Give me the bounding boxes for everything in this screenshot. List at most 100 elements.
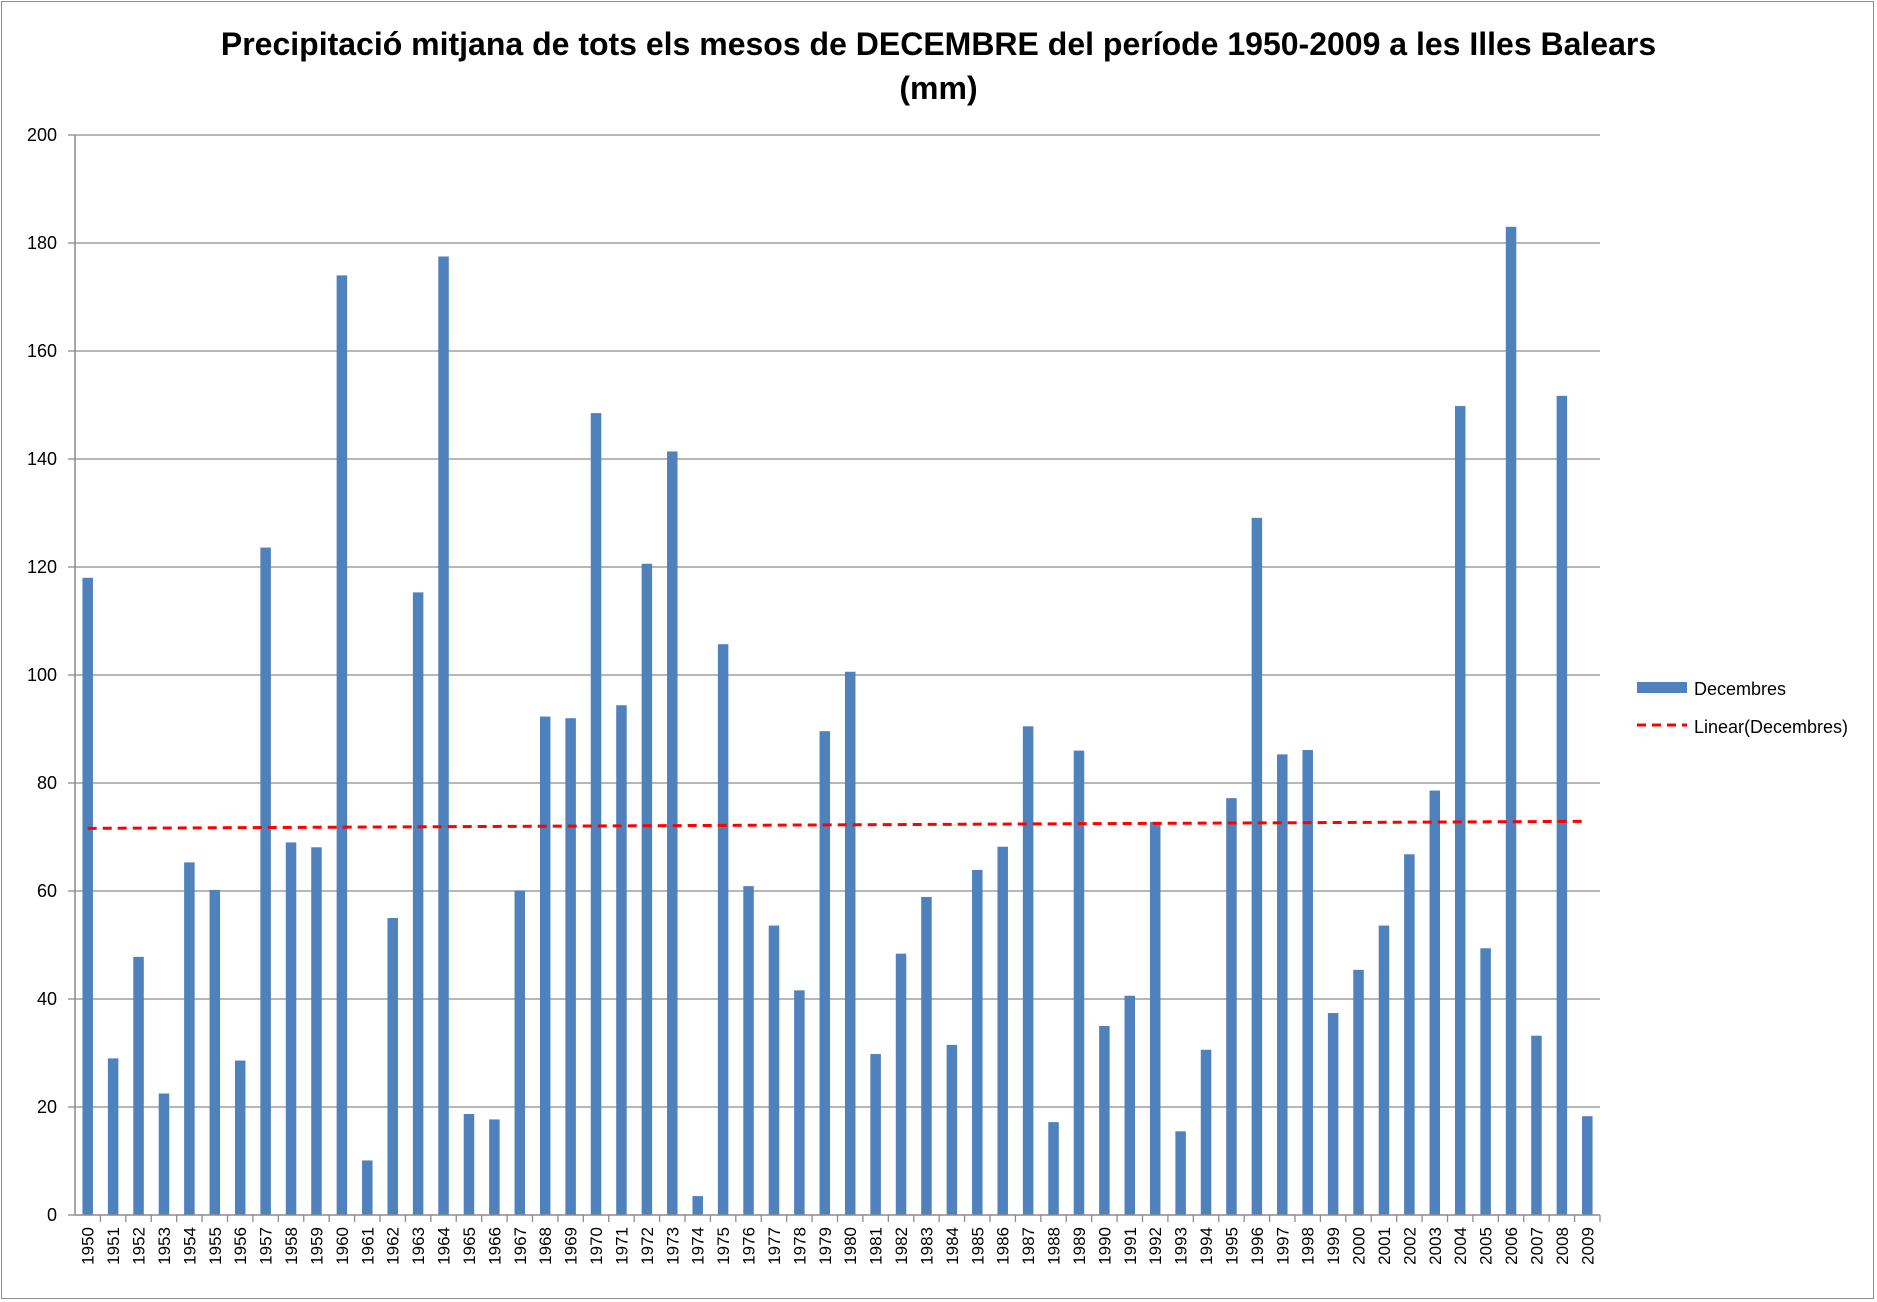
x-tick-label: 1970 <box>587 1227 606 1265</box>
legend-swatch-decembres <box>1637 682 1687 693</box>
x-tick-label: 1964 <box>435 1227 454 1265</box>
x-tick-label: 1969 <box>562 1227 581 1265</box>
bar-1970 <box>590 413 602 1216</box>
bar-2008 <box>1556 395 1568 1215</box>
x-tick-label: 1960 <box>333 1227 352 1265</box>
bar-1978 <box>794 990 805 1215</box>
x-tick-label: 1973 <box>663 1227 682 1265</box>
bar-1961 <box>362 1160 373 1215</box>
bar-1975 <box>717 644 729 1215</box>
x-tick-label: 1950 <box>79 1227 98 1265</box>
x-tick-label: 1985 <box>968 1227 987 1265</box>
bar-1976 <box>743 886 754 1215</box>
x-tick-labels: 1950 1951 1952 1953 1954 1955 1956 1957 1958 1959… <box>79 1227 1598 1265</box>
x-tick-label: 2004 <box>1451 1227 1470 1265</box>
trendline <box>87 819 1588 830</box>
x-tick-label: 1990 <box>1095 1227 1114 1265</box>
bar-2003 <box>1429 790 1441 1215</box>
legend-label-decembres: Decembres <box>1694 679 1786 699</box>
bar-1988 <box>1048 1122 1059 1215</box>
legend: Decembres Linear(Decembres) <box>1637 679 1848 737</box>
y-tick-label: 100 <box>27 665 57 685</box>
bar-2007 <box>1531 1035 1542 1215</box>
bar-1973 <box>667 451 678 1215</box>
x-tick-label: 1982 <box>892 1227 911 1265</box>
x-tick-label: 1994 <box>1197 1227 1216 1265</box>
y-tick-label: 80 <box>37 773 57 793</box>
x-tick-label: 1991 <box>1121 1227 1140 1265</box>
bar-2005 <box>1480 948 1491 1215</box>
x-tick-label: 1957 <box>257 1227 276 1265</box>
x-tick-label: 1968 <box>536 1227 555 1265</box>
bar-1953 <box>158 1093 170 1215</box>
x-tick-label: 1971 <box>612 1227 631 1265</box>
x-tick-label: 1966 <box>485 1227 504 1265</box>
bar-1967 <box>514 890 526 1215</box>
y-tick-label: 160 <box>27 341 57 361</box>
chart-title-line-2: (mm) <box>899 70 978 106</box>
x-tick-label: 1951 <box>104 1227 123 1265</box>
x-tick-label: 1998 <box>1299 1227 1318 1265</box>
bar-1958 <box>285 842 297 1215</box>
bar-1992 <box>1149 821 1161 1215</box>
bar-1956 <box>234 1060 246 1215</box>
x-tick-label: 1952 <box>130 1227 149 1265</box>
x-tick-label: 1984 <box>943 1227 962 1265</box>
bar-1966 <box>489 1119 500 1215</box>
bar-1955 <box>209 889 221 1215</box>
x-tick-label: 1956 <box>231 1227 250 1265</box>
x-tick-label: 1974 <box>689 1227 708 1265</box>
x-tick-label: 1988 <box>1045 1227 1064 1265</box>
bar-1963 <box>412 592 424 1215</box>
bar-1981 <box>870 1054 881 1215</box>
bar-2006 <box>1505 226 1517 1216</box>
bar-1985 <box>972 869 983 1215</box>
bars <box>82 226 1593 1216</box>
x-tick-label: 1965 <box>460 1227 479 1265</box>
bar-1999 <box>1327 1013 1339 1215</box>
bar-1984 <box>946 1044 958 1215</box>
x-tick-label: 1977 <box>765 1227 784 1265</box>
bar-1950 <box>82 577 93 1215</box>
x-tick-label: 1953 <box>155 1227 174 1265</box>
bar-1998 <box>1302 750 1313 1215</box>
trendline-linear-decembres <box>87 819 1588 830</box>
x-tick-label: 1962 <box>384 1227 403 1265</box>
bar-1980 <box>844 671 856 1215</box>
x-tick-label: 1959 <box>307 1227 326 1265</box>
bar-1971 <box>616 705 627 1215</box>
x-tick-label: 1989 <box>1070 1227 1089 1265</box>
y-tick-label: 120 <box>27 557 57 577</box>
bar-1972 <box>641 563 653 1215</box>
x-tick-label: 1986 <box>994 1227 1013 1265</box>
x-tick-label: 1993 <box>1172 1227 1191 1265</box>
x-tick-label: 1975 <box>714 1227 733 1265</box>
legend-label-linear: Linear(Decembres) <box>1694 717 1848 737</box>
bar-1957 <box>260 547 271 1215</box>
bar-1993 <box>1175 1131 1186 1215</box>
bar-2004 <box>1454 406 1466 1216</box>
bar-1991 <box>1124 995 1136 1215</box>
bar-1982 <box>895 953 907 1215</box>
x-tick-label: 1981 <box>867 1227 886 1265</box>
x-tick-label: 2009 <box>1578 1227 1597 1265</box>
bar-1983 <box>921 896 932 1215</box>
x-tick-label: 2002 <box>1400 1227 1419 1265</box>
bar-2002 <box>1404 854 1415 1215</box>
bar-1974 <box>692 1196 703 1215</box>
bar-1989 <box>1073 750 1085 1215</box>
y-tick-label: 140 <box>27 449 57 469</box>
bar-1990 <box>1099 1026 1110 1215</box>
bar-1951 <box>107 1058 119 1215</box>
bar-1968 <box>539 716 551 1215</box>
chart-title: Precipitació mitjana de tots els mesos d… <box>0 22 1877 110</box>
x-tick-label: 2003 <box>1426 1227 1445 1265</box>
chart-title-line-1: Precipitació mitjana de tots els mesos d… <box>220 26 1657 62</box>
x-tick-label: 1967 <box>511 1227 530 1265</box>
x-tick-label: 1992 <box>1146 1227 1165 1265</box>
bar-1964 <box>438 256 449 1215</box>
x-tick-label: 1997 <box>1273 1227 1292 1265</box>
bar-1952 <box>133 956 144 1215</box>
x-tick-label: 1995 <box>1222 1227 1241 1265</box>
